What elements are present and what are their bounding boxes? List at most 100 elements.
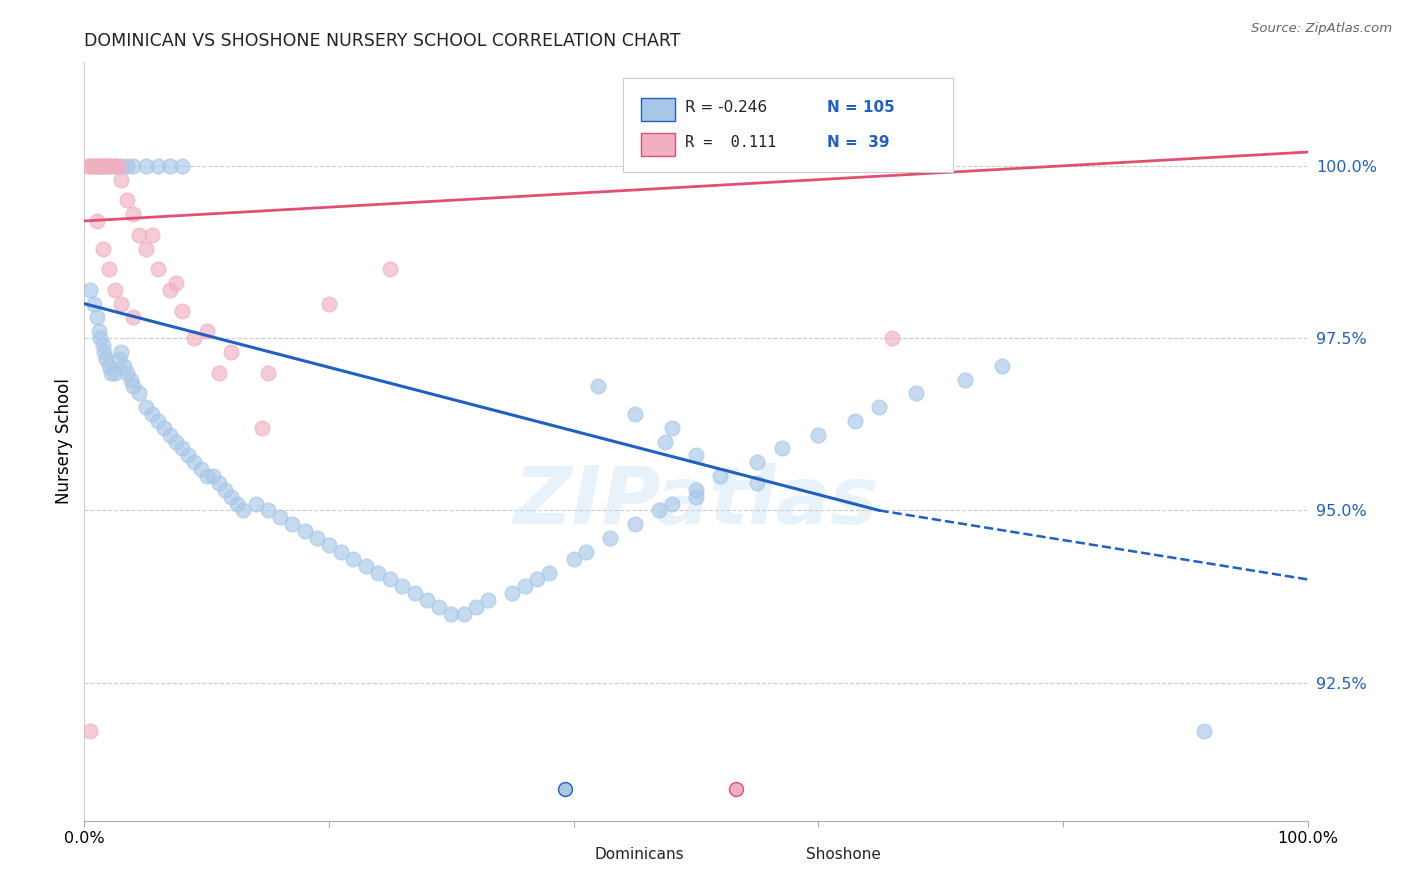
Point [281, 517, 304, 532]
Point [86, 214, 108, 228]
Point [135, 159, 157, 173]
Point [90, 159, 112, 173]
Point [770, 442, 793, 456]
Point [305, 531, 328, 545]
Point [991, 359, 1014, 373]
Point [120, 372, 142, 386]
Point [538, 566, 561, 580]
Point [153, 421, 176, 435]
Point [245, 497, 267, 511]
Point [79, 724, 101, 739]
Point [87, 324, 110, 338]
Point [83, 296, 105, 310]
Point [427, 599, 450, 614]
Point [104, 283, 127, 297]
Point [747, 455, 769, 469]
Point [294, 524, 316, 538]
Point [502, 586, 524, 600]
Point [159, 283, 181, 297]
Point [115, 159, 138, 173]
Point [201, 469, 224, 483]
Point [122, 207, 145, 221]
Point [110, 345, 132, 359]
Point [190, 462, 212, 476]
Point [159, 159, 181, 173]
Point [354, 558, 377, 573]
Point [146, 414, 169, 428]
Point [648, 503, 671, 517]
Point [269, 510, 291, 524]
Point [91, 159, 114, 173]
Point [100, 159, 122, 173]
Point [110, 296, 132, 310]
Point [318, 296, 340, 310]
Point [183, 331, 205, 345]
Point [141, 407, 163, 421]
Point [115, 366, 138, 380]
Point [128, 227, 150, 242]
Point [685, 448, 707, 462]
Point [330, 545, 353, 559]
Point [562, 551, 585, 566]
Point [183, 455, 205, 469]
Point [107, 159, 129, 173]
Point [257, 503, 280, 517]
Point [107, 351, 129, 366]
Point [79, 159, 101, 173]
Point [110, 159, 132, 173]
Point [685, 483, 707, 497]
Point [586, 379, 609, 393]
Point [177, 448, 200, 462]
Text: Source: ZipAtlas.com: Source: ZipAtlas.com [1251, 22, 1392, 36]
Point [115, 194, 138, 208]
Point [1192, 724, 1215, 739]
Text: Dominicans: Dominicans [595, 847, 685, 862]
Point [880, 331, 903, 345]
Point [257, 366, 280, 380]
Point [477, 593, 499, 607]
Point [342, 551, 364, 566]
Point [87, 159, 110, 173]
Point [905, 386, 928, 401]
Point [747, 475, 769, 490]
Point [844, 414, 866, 428]
Point [953, 372, 976, 386]
Point [135, 242, 157, 256]
Point [128, 386, 150, 401]
Text: ZIPatlas: ZIPatlas [513, 463, 879, 541]
Point [89, 331, 111, 345]
Point [100, 366, 122, 380]
Point [110, 172, 132, 186]
Point [91, 242, 114, 256]
Point [661, 421, 683, 435]
Text: DOMINICAN VS SHOSHONE NURSERY SCHOOL CORRELATION CHART: DOMINICAN VS SHOSHONE NURSERY SCHOOL COR… [84, 32, 681, 50]
Point [86, 159, 108, 173]
Point [135, 400, 157, 414]
Point [141, 227, 163, 242]
Point [654, 434, 676, 449]
Point [97, 262, 120, 277]
Point [97, 159, 120, 173]
Point [380, 262, 402, 277]
Point [219, 490, 242, 504]
Point [93, 345, 115, 359]
Point [232, 503, 254, 517]
Point [440, 607, 463, 621]
Point [219, 345, 242, 359]
Point [526, 573, 548, 587]
Point [464, 599, 486, 614]
Point [208, 475, 231, 490]
Point [195, 469, 218, 483]
Point [575, 545, 598, 559]
Point [79, 283, 101, 297]
Y-axis label: Nursery School: Nursery School [55, 378, 73, 505]
Point [82, 159, 104, 173]
Point [104, 159, 127, 173]
Text: R =  0.111: R = 0.111 [685, 136, 776, 151]
Point [122, 379, 145, 393]
Point [104, 366, 127, 380]
Point [96, 159, 118, 173]
Point [709, 469, 731, 483]
Point [172, 159, 194, 173]
Point [112, 359, 135, 373]
